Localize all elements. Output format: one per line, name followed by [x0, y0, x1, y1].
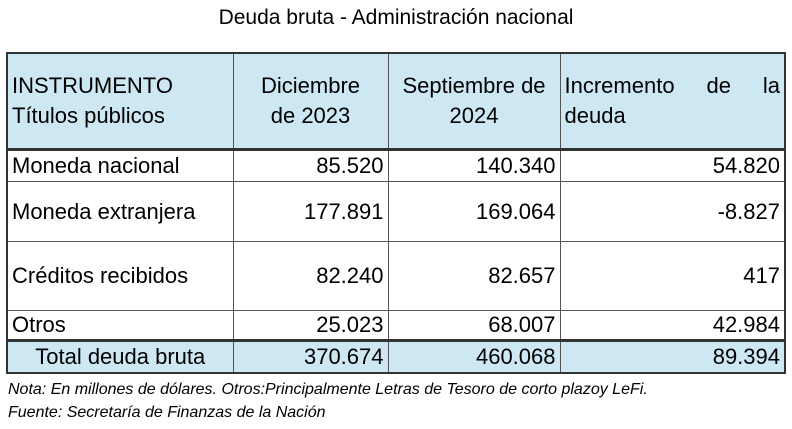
header-instrumento-line2: Títulos públicos	[12, 103, 165, 128]
cell-sep2024: 140.340	[387, 148, 561, 182]
total-dic2023: 370.674	[232, 339, 389, 374]
table-row: Moneda extranjera 177.891 169.064 -8.827	[6, 181, 786, 242]
cell-incremento: -8.827	[559, 181, 786, 242]
header-incremento-line2: deuda	[564, 103, 626, 128]
cell-sep2024: 68.007	[387, 310, 561, 341]
header-incremento-word2: de	[706, 73, 731, 98]
footnote-nota: Nota: En millones de dólares. Otros:Prin…	[8, 381, 648, 398]
cell-sep2024: 169.064	[387, 181, 561, 242]
table-title: Deuda bruta - Administración nacional	[218, 6, 574, 29]
row-label: Otros	[6, 310, 234, 341]
table-header: INSTRUMENTO Títulos públicos Diciembre d…	[6, 52, 786, 150]
cell-incremento: 54.820	[559, 148, 786, 182]
table-row: Créditos recibidos 82.240 82.657 417	[6, 241, 786, 311]
header-sep2024-line1: Septiembre de	[402, 73, 546, 98]
cell-dic2023: 25.023	[232, 310, 389, 341]
header-incremento-word3: la	[762, 73, 780, 98]
header-incremento-word1: Incremento	[564, 73, 675, 98]
header-sep2024-line2: 2024	[449, 103, 499, 128]
table-row: Otros 25.023 68.007 42.984	[6, 310, 786, 341]
row-label: Moneda nacional	[6, 148, 234, 182]
cell-incremento: 42.984	[559, 310, 786, 341]
cell-dic2023: 85.520	[232, 148, 389, 182]
header-dic2023-line2: de 2023	[270, 103, 351, 128]
header-incremento: Incremento de la deuda	[559, 52, 786, 150]
header-instrumento: INSTRUMENTO Títulos públicos	[6, 52, 234, 150]
row-label: Créditos recibidos	[6, 241, 234, 311]
cell-dic2023: 82.240	[232, 241, 389, 311]
row-label: Moneda extranjera	[6, 181, 234, 242]
table-row: Moneda nacional 85.520 140.340 54.820	[6, 148, 786, 182]
cell-sep2024: 82.657	[387, 241, 561, 311]
header-dic2023-line1: Diciembre	[260, 73, 361, 98]
total-label: Total deuda bruta	[6, 339, 234, 374]
total-row: Total deuda bruta 370.674 460.068 89.394	[6, 339, 786, 374]
header-dic2023: Diciembre de 2023	[232, 52, 389, 150]
footnote-fuente: Fuente: Secretaría de Finanzas de la Nac…	[8, 404, 326, 421]
total-sep2024: 460.068	[387, 339, 561, 374]
debt-table: INSTRUMENTO Títulos públicos Diciembre d…	[6, 52, 786, 374]
header-instrumento-line1: INSTRUMENTO	[12, 73, 173, 98]
total-incremento: 89.394	[559, 339, 786, 374]
cell-dic2023: 177.891	[232, 181, 389, 242]
header-sep2024: Septiembre de 2024	[387, 52, 561, 150]
cell-incremento: 417	[559, 241, 786, 311]
